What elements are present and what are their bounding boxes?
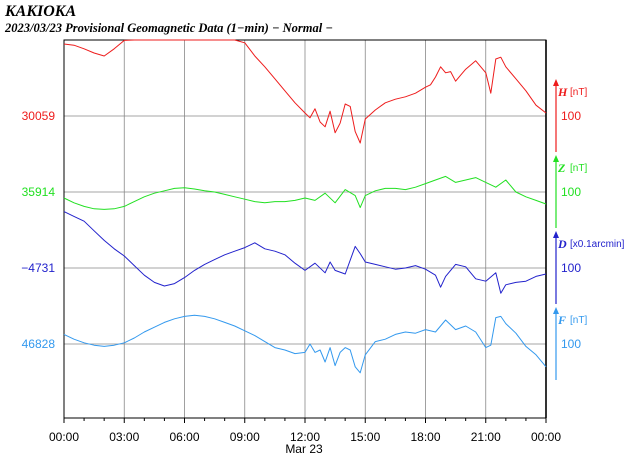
channel-name-d: D <box>557 237 567 251</box>
scale-label-d: 100 <box>561 261 581 275</box>
x-tick-label: 18:00 <box>410 430 440 444</box>
channel-unit-h: [nT] <box>570 87 587 98</box>
series-line-d <box>63 211 547 294</box>
series-line-h <box>63 39 547 144</box>
channel-unit-f: [nT] <box>570 315 587 326</box>
channel-unit-z: [nT] <box>570 163 587 174</box>
chart-subtitle: 2023/03/23 Provisional Geomagnetic Data … <box>4 21 333 35</box>
x-tick-label: 15:00 <box>350 430 380 444</box>
scale-label-f: 100 <box>561 337 581 351</box>
baseline-label-h: 30059 <box>22 109 56 123</box>
series-line-z <box>63 175 547 210</box>
scale-label-z: 100 <box>561 185 581 199</box>
x-tick-label: 12:00 <box>290 430 320 444</box>
scale-arrowhead-z <box>553 155 559 162</box>
x-axis-label: Mar 23 <box>285 442 323 456</box>
channel-name-z: Z <box>557 161 566 175</box>
x-tick-label: 03:00 <box>109 430 139 444</box>
baseline-label-z: 35914 <box>22 185 56 199</box>
x-axis-ticks: 00:00 03:00 06:00 09:00 12:00 15:00 18:00 21:00… <box>49 418 561 444</box>
scale-label-h: 100 <box>561 109 581 123</box>
series-lines <box>63 39 547 374</box>
baseline-labels: 30059 35914 −4731 46828 <box>21 109 55 351</box>
x-tick-label: 21:00 <box>471 430 501 444</box>
x-tick-label: 00:00 <box>49 430 79 444</box>
chart-title: KAKIOKA <box>4 3 76 20</box>
x-tick-label: 06:00 <box>169 430 199 444</box>
channel-name-f: F <box>557 313 566 327</box>
scale-arrowhead-d <box>553 231 559 238</box>
baseline-label-f: 46828 <box>22 337 56 351</box>
scale-arrowhead-f <box>553 307 559 314</box>
channel-name-h: H <box>557 85 568 99</box>
x-tick-label: 09:00 <box>230 430 260 444</box>
series-line-f <box>63 314 547 374</box>
baseline-label-d: −4731 <box>21 261 55 275</box>
x-tick-label: 00:00 <box>531 430 561 444</box>
scale-arrowhead-h <box>553 79 559 86</box>
grid <box>64 40 546 418</box>
channel-unit-d: [x0.1arcmin] <box>570 239 625 250</box>
